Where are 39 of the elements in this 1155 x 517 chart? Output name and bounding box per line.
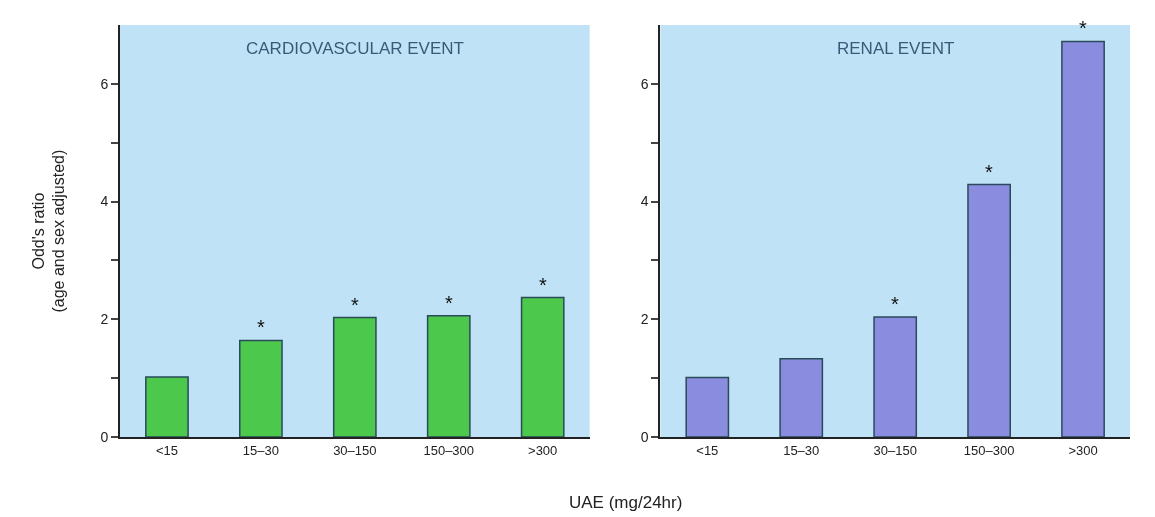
y-tick-label: 6 [100,75,109,92]
bar [685,376,730,437]
x-tick-label: 150–300 [963,442,1015,458]
y-tick-label: 2 [640,311,649,328]
annotation: * [539,274,547,296]
annotation: * [257,316,265,338]
x-tick-label: >300 [528,442,558,458]
bar [873,316,918,437]
y-tick-label: 4 [100,193,109,210]
bar [520,296,565,437]
bar [779,357,824,437]
annotation: * [985,161,993,183]
x-tick-label: 15–30 [242,442,279,458]
text: RENAL EVENT [837,39,955,58]
annotation: * [351,294,359,316]
bar [239,339,283,437]
text: CARDIOVASCULAR EVENT [246,39,464,58]
y-tick-label: 2 [100,311,109,328]
y-tick-label: 0 [100,428,109,445]
x-tick-label: >300 [1068,442,1098,458]
annotation: * [445,292,453,314]
x-tick-label: 30–150 [873,442,917,458]
y-tick-label: 0 [640,428,649,445]
x-tick-label: <15 [155,442,178,458]
x-tick-label: 30–150 [333,442,377,458]
bar [967,183,1011,437]
y-tick-label: 4 [640,193,649,210]
x-tick-label: <15 [696,442,719,458]
bar [145,376,189,437]
bar [332,316,377,437]
x-tick-label: 15–30 [783,442,820,458]
bar [426,315,471,437]
annotation: * [891,293,899,315]
y-tick-label: 6 [640,75,649,92]
annotation: * [1079,17,1087,39]
y-axis-title: Odd's ratio (age and sex adjusted) [29,149,68,313]
x-axis-title: UAE (mg/24hr) [569,493,683,512]
bar [1061,40,1105,437]
x-tick-label: 150–300 [423,442,475,458]
